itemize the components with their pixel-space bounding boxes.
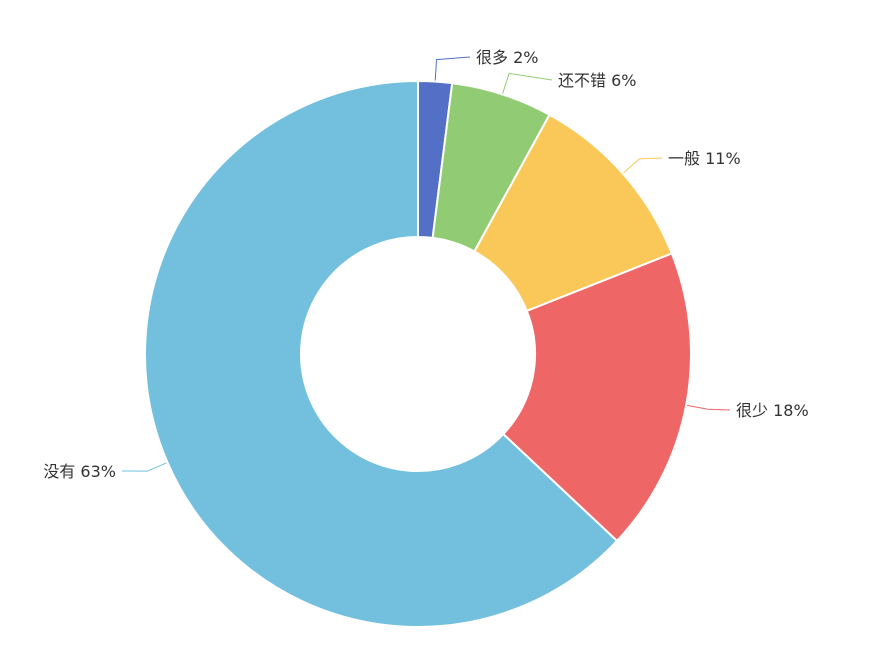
slice-label-4: 没有 63% — [43, 462, 116, 481]
slice-label-0: 很多 2% — [476, 48, 538, 67]
leader-line-4 — [121, 462, 167, 472]
slice-labels: 很多 2% 还不错 6% 一般 11% 很少 18% 没有 63% — [43, 48, 808, 481]
leader-line-3 — [687, 404, 731, 411]
slice-4[interactable] — [144, 79, 619, 628]
leader-line-0 — [434, 56, 471, 81]
leader-line-2 — [623, 157, 663, 174]
leader-lines — [121, 56, 731, 472]
slice-label-2: 一般 11% — [668, 149, 741, 168]
slice-3[interactable] — [501, 252, 692, 543]
slice-label-1: 还不错 6% — [558, 71, 636, 90]
leader-line-1 — [502, 72, 553, 94]
slice-2[interactable] — [473, 113, 674, 313]
slice-label-3: 很少 18% — [736, 401, 809, 420]
donut-slices — [144, 79, 692, 628]
